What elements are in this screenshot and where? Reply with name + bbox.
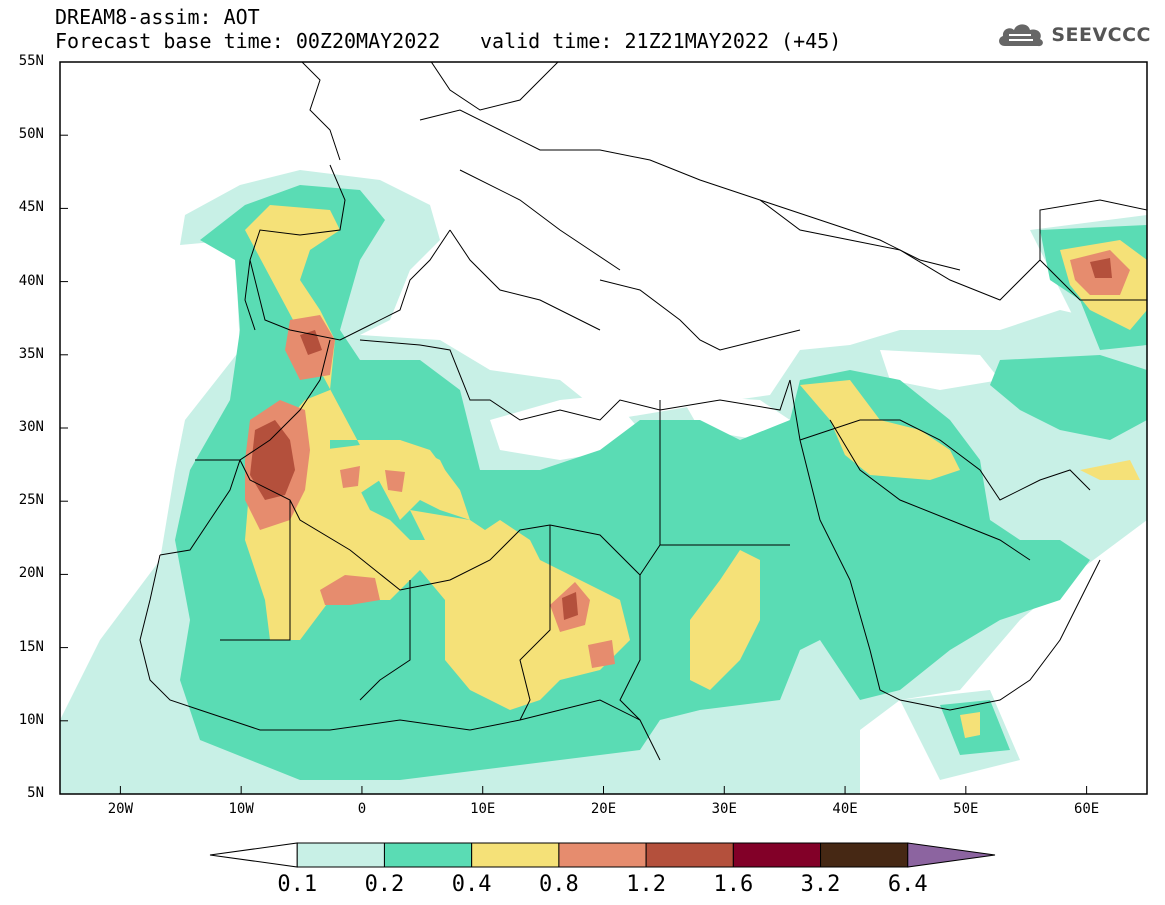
colorbar-label: 1.6 bbox=[713, 872, 754, 897]
logo-text: SEEVCCC bbox=[1051, 24, 1151, 46]
lon-label: 30E bbox=[711, 801, 737, 817]
aot-level-1.2 bbox=[250, 258, 1112, 620]
lat-label: 20N bbox=[18, 565, 44, 582]
colorbar-label: 3.2 bbox=[800, 872, 841, 897]
colorbar-segment bbox=[296, 842, 385, 868]
colorbar-segment bbox=[645, 842, 734, 868]
colorbar-segment bbox=[732, 842, 822, 868]
lat-label: 30N bbox=[18, 419, 44, 435]
lat-label: 45N bbox=[18, 199, 44, 216]
seevccc-logo: SEEVCCC bbox=[995, 20, 1151, 50]
colorbar-segment bbox=[820, 842, 909, 868]
colorbar-label: 0.1 bbox=[277, 872, 318, 897]
lat-label: 55N bbox=[18, 53, 44, 69]
colorbar-segment bbox=[907, 842, 996, 868]
lon-label: 10E bbox=[470, 801, 496, 817]
lat-label: 25N bbox=[18, 492, 44, 509]
lon-label: 20E bbox=[590, 801, 617, 817]
coastlines bbox=[139, 62, 1147, 761]
lat-label: 5N bbox=[27, 785, 44, 801]
lat-label: 15N bbox=[18, 638, 44, 655]
aot-gap bbox=[490, 350, 1000, 460]
aot-fields bbox=[60, 170, 1147, 794]
lat-label: 35N bbox=[18, 345, 44, 362]
colorbar-label: 0.8 bbox=[539, 872, 579, 897]
lat-label: 50N bbox=[18, 126, 44, 143]
cloud-icon bbox=[999, 24, 1044, 47]
colorbar-segment bbox=[558, 842, 647, 868]
lon-label: 0 bbox=[357, 801, 367, 817]
colorbar-label: 0.2 bbox=[364, 872, 405, 897]
colorbar-segment bbox=[209, 842, 298, 868]
colorbar-label: 1.2 bbox=[626, 872, 666, 897]
colorbar-segment bbox=[471, 842, 560, 868]
colorbar bbox=[209, 842, 996, 868]
colorbar-label: 6.4 bbox=[887, 872, 928, 897]
title-base-time: Forecast base time: 00Z20MAY2022 bbox=[55, 29, 441, 53]
colorbar-segment bbox=[383, 842, 473, 868]
title-valid-time: valid time: 21Z21MAY2022 (+45) bbox=[480, 29, 842, 53]
axis-ticks bbox=[60, 61, 1088, 795]
lat-label: 10N bbox=[18, 711, 44, 728]
lon-label: 40E bbox=[832, 801, 858, 817]
lon-label: 60E bbox=[1073, 801, 1100, 817]
title-line1: DREAM8-assim: AOT bbox=[55, 5, 260, 29]
colorbar-label: 0.4 bbox=[451, 872, 492, 897]
lon-label: 10W bbox=[228, 801, 254, 817]
lon-label: 20W bbox=[107, 801, 134, 817]
lat-label: 40N bbox=[18, 272, 44, 289]
lon-label: 50E bbox=[953, 801, 979, 817]
